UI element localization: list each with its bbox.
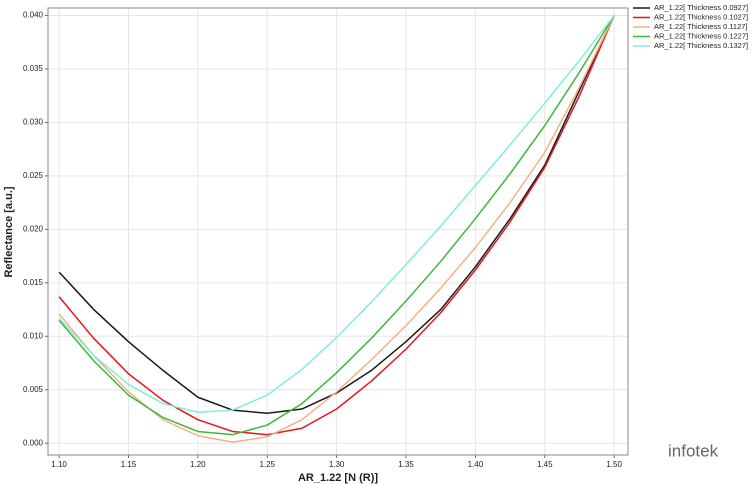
legend-label: AR_1.22[ Thickness 0.1127] [654,22,748,31]
y-tick-label: 0.025 [23,171,44,180]
watermark: infotek [668,441,719,460]
x-tick-label: 1.10 [51,460,67,469]
y-tick-label: 0.000 [23,438,44,447]
x-tick-label: 1.35 [398,460,414,469]
series-line [58,15,615,436]
y-tick-label: 0.030 [23,118,44,127]
y-tick-label: 0.040 [23,11,44,20]
y-tick-label: 0.035 [23,64,44,73]
y-axis-title: Reflectance [a.u.] [3,186,15,277]
y-tick-label: 0.015 [23,278,44,287]
series-line [58,15,615,413]
x-tick-label: 1.45 [537,460,553,469]
series-line [58,15,615,415]
x-tick-label: 1.50 [606,460,622,469]
y-tick-label: 0.020 [23,224,44,233]
y-tick-label: 0.005 [23,385,44,394]
legend-label: AR_1.22[ Thickness 0.0927] [654,3,748,12]
y-tick-label: 0.010 [23,331,44,340]
x-tick-label: 1.25 [259,460,275,469]
x-axis-title: AR_1.22 [N (R)] [298,472,378,484]
x-tick-label: 1.20 [190,460,206,469]
legend-label: AR_1.22[ Thickness 0.1227] [654,31,748,40]
legend-label: AR_1.22[ Thickness 0.1027] [654,12,748,21]
plot-frame [47,7,629,456]
x-tick-label: 1.30 [329,460,345,469]
legend-label: AR_1.22[ Thickness 0.1327] [654,41,748,50]
series-line [58,15,615,436]
legend: AR_1.22[ Thickness 0.0927]AR_1.22[ Thick… [633,3,748,50]
x-tick-label: 1.40 [468,460,484,469]
x-tick-label: 1.15 [121,460,137,469]
